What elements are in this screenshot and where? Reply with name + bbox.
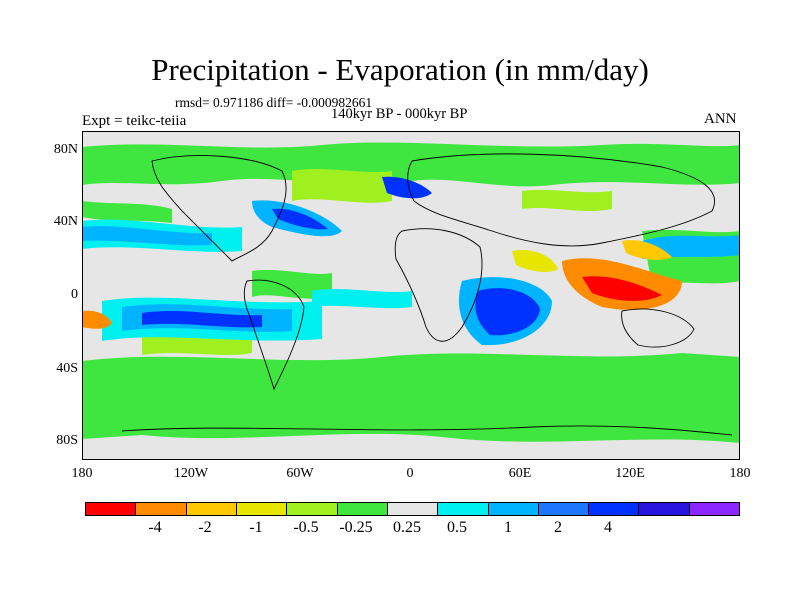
colorbar-swatch xyxy=(589,503,640,515)
x-tick-180w: 180 xyxy=(71,466,93,481)
y-tick-80N: 80N xyxy=(53,142,78,157)
x-tick-60W: 60W xyxy=(286,466,314,481)
y-tick-80S: 80S xyxy=(56,433,78,448)
x-tick-60E: 60E xyxy=(508,466,532,481)
colorbar-label: -4 xyxy=(148,519,162,536)
rmsd-diff-stats: rmsd= 0.971186 diff= -0.000982661 xyxy=(175,95,373,110)
colorbar-swatch xyxy=(639,503,690,515)
season-label: ANN xyxy=(704,111,737,127)
colorbar-swatch xyxy=(438,503,489,515)
colorbar-label: -0.25 xyxy=(339,519,373,536)
pme-map xyxy=(82,131,740,460)
colorbar-label: -1 xyxy=(249,519,263,536)
colorbar-label: 0.5 xyxy=(447,519,467,536)
colorbar-swatch xyxy=(689,503,740,515)
colorbar-swatch xyxy=(337,503,388,515)
colorbar-swatch xyxy=(186,503,237,515)
x-tick-120W: 120W xyxy=(173,466,209,481)
y-tick-40N: 40N xyxy=(53,214,78,229)
x-tick-120E: 120E xyxy=(615,466,645,481)
colorbar-swatch xyxy=(236,503,288,515)
colorbar-swatch xyxy=(488,503,539,515)
map-title: Precipitation - Evaporation (in mm/day) xyxy=(151,52,649,87)
dry-regions xyxy=(82,240,682,329)
colorbar-swatch xyxy=(86,503,137,515)
wet-regions xyxy=(82,176,740,346)
colorbar-label: -2 xyxy=(198,519,212,536)
colorbar-label: -0.5 xyxy=(293,519,319,536)
x-tick-180e: 180 xyxy=(729,466,751,481)
colorbar-label: 0.25 xyxy=(393,519,421,536)
colorbar-swatch xyxy=(387,503,439,515)
colorbar-swatch xyxy=(287,503,338,515)
colorbar xyxy=(85,502,740,516)
y-tick-40S: 40S xyxy=(56,361,78,376)
period-label: 140kyr BP - 000kyr BP xyxy=(331,106,468,122)
y-tick-0: 0 xyxy=(71,287,78,302)
colorbar-label: 1 xyxy=(504,519,512,536)
colorbar-label: 4 xyxy=(604,519,612,536)
x-tick-0: 0 xyxy=(406,466,414,481)
experiment-label: Expt = teikc-teiia xyxy=(82,113,187,129)
colorbar-swatch xyxy=(136,503,187,515)
coastlines xyxy=(121,153,733,436)
colorbar-swatch xyxy=(538,503,590,515)
colorbar-label: 2 xyxy=(554,519,562,536)
